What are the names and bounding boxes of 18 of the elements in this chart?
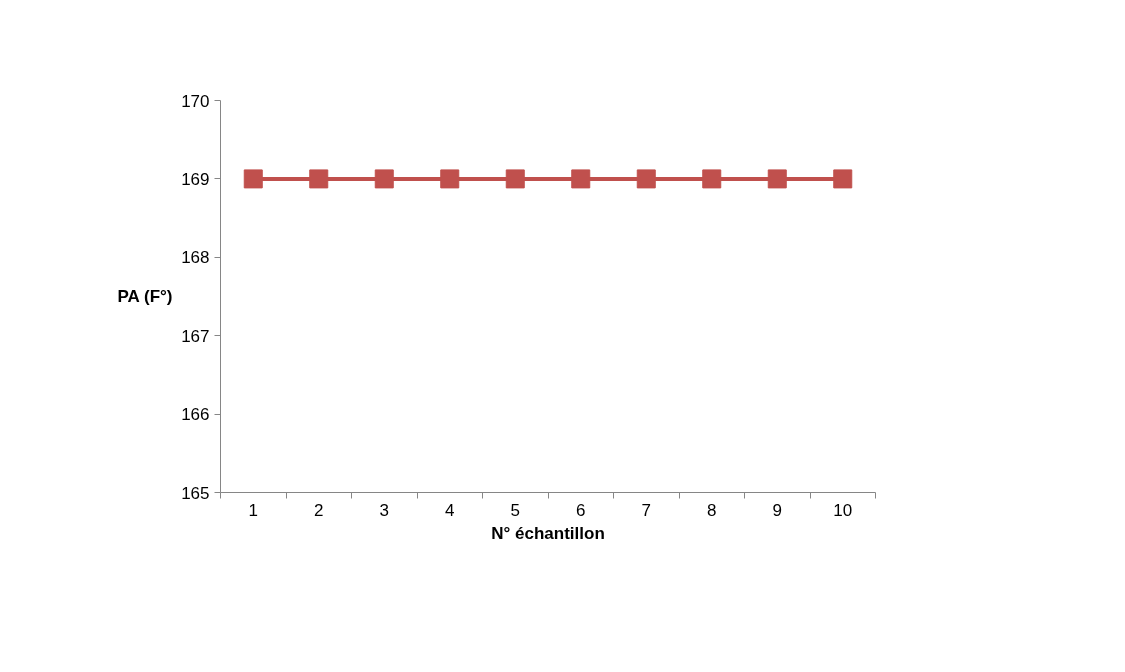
x-tick-label: 2	[314, 500, 324, 520]
y-tick-label: 165	[181, 483, 210, 503]
x-tick-label: 3	[379, 500, 389, 520]
y-tick-label: 168	[181, 248, 210, 268]
x-tick-label: 10	[833, 500, 853, 520]
x-tick-label: 6	[576, 500, 586, 520]
y-axis-title: PA (F°)	[117, 287, 173, 306]
x-axis-title: N° échantillon	[491, 523, 605, 543]
x-tick-label: 4	[445, 500, 455, 520]
y-tick-label: 167	[181, 326, 210, 346]
y-tick-label: 166	[181, 405, 210, 425]
y-tick-label: 169	[181, 169, 210, 189]
x-tick-label: 9	[772, 500, 782, 520]
x-tick-label: 1	[248, 500, 258, 520]
x-tick-label: 7	[641, 500, 651, 520]
y-tick-label: 170	[181, 91, 210, 111]
x-tick-label: 8	[707, 500, 717, 520]
x-tick-label: 5	[510, 500, 520, 520]
